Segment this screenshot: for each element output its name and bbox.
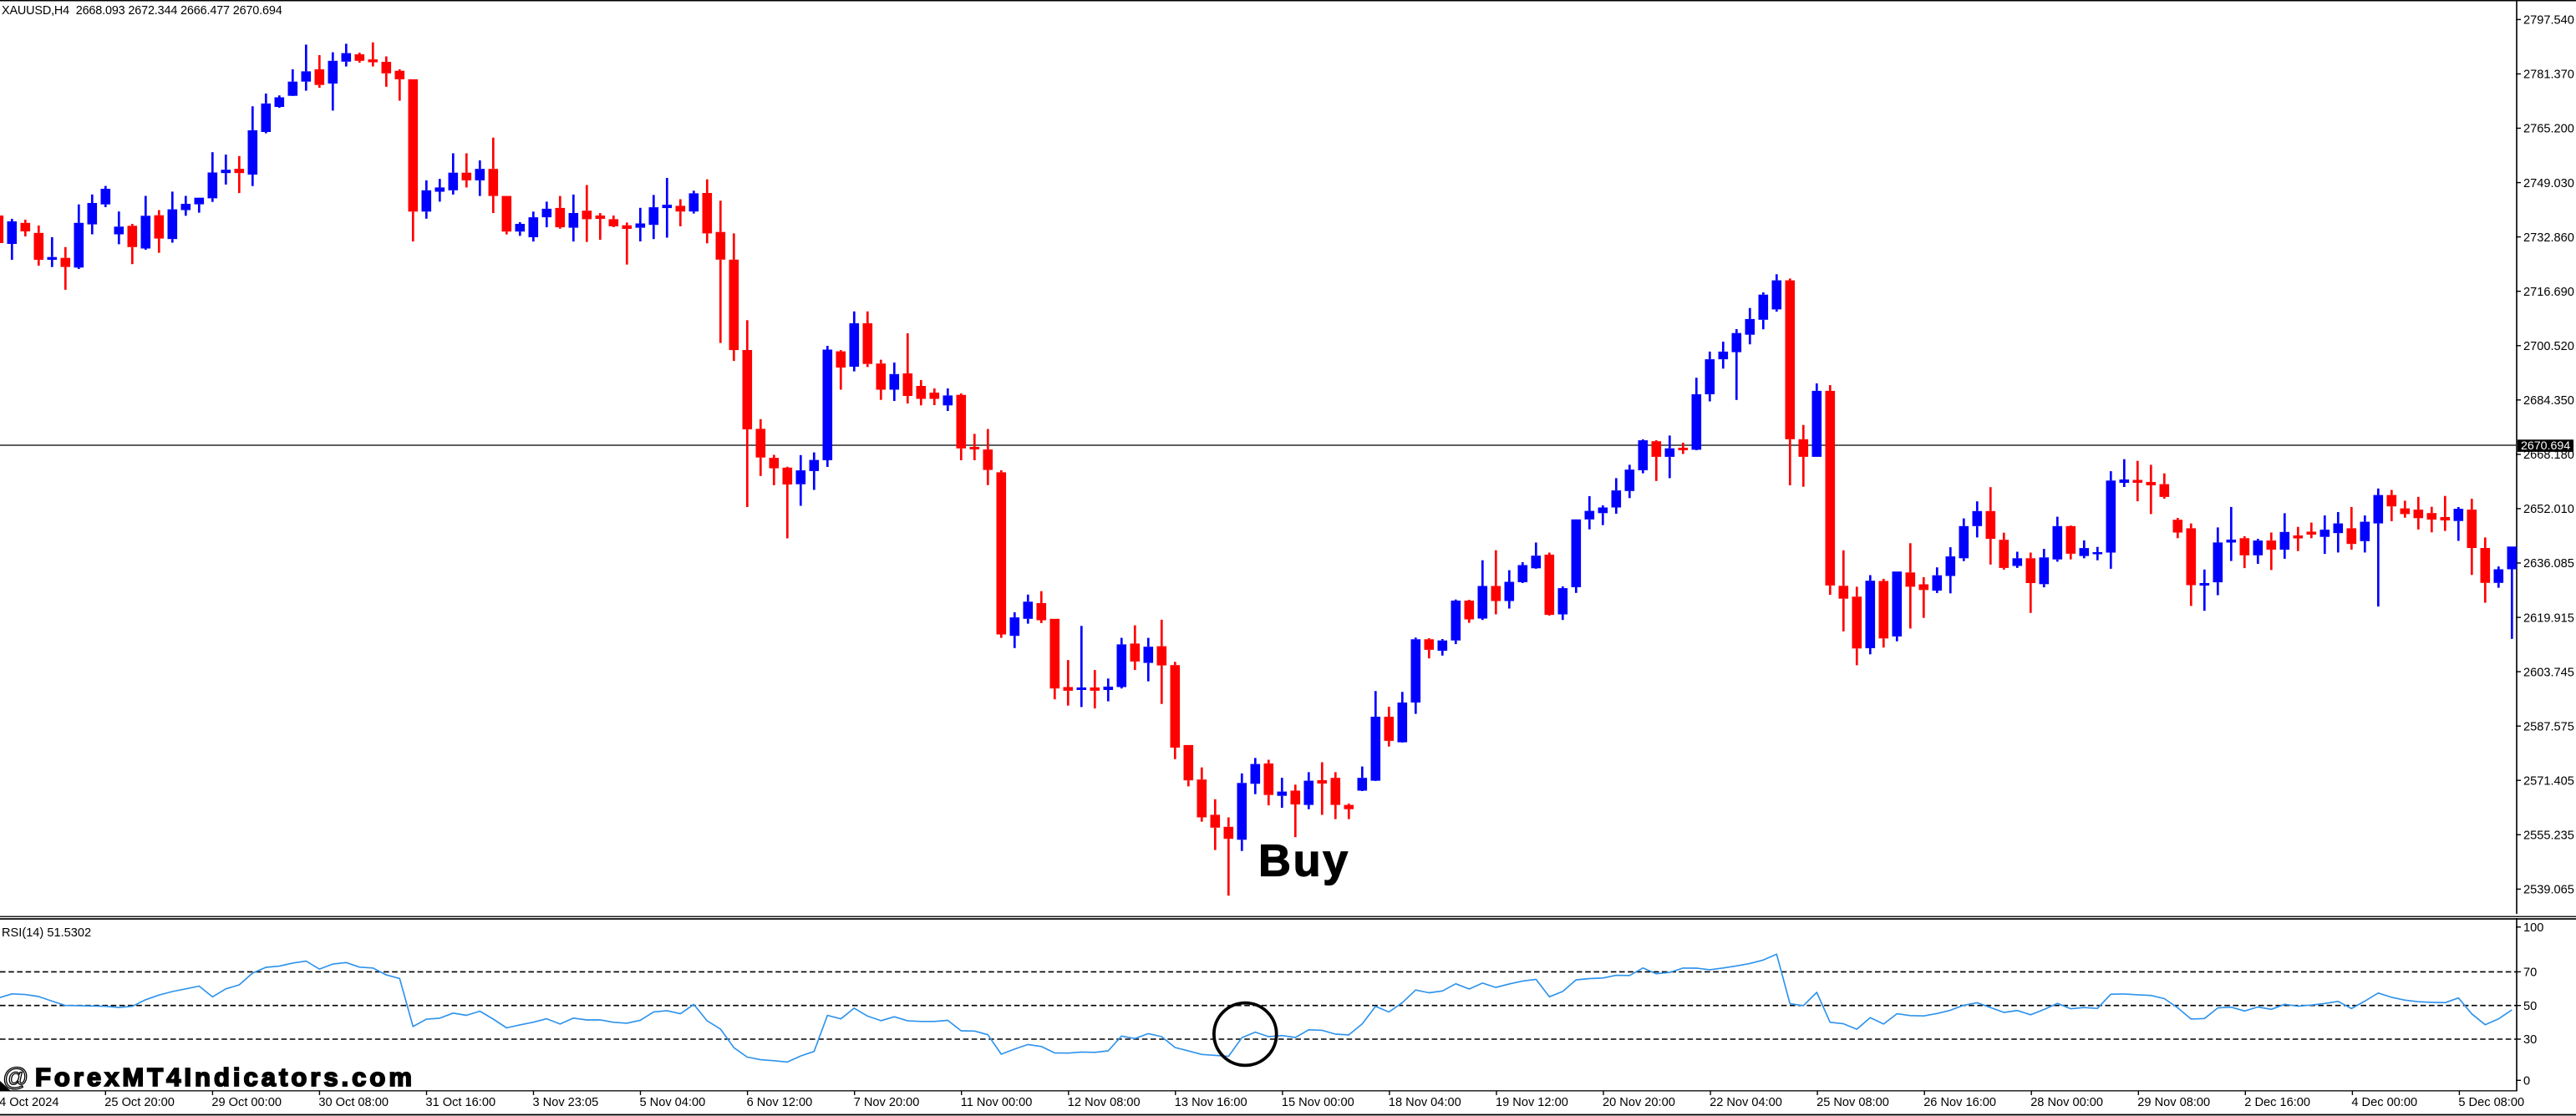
svg-text:@: @	[3, 1063, 28, 1092]
svg-text:2603.745: 2603.745	[2523, 666, 2574, 679]
svg-text:70: 70	[2523, 966, 2537, 980]
svg-text:50: 50	[2523, 1000, 2537, 1013]
svg-text:30: 30	[2523, 1033, 2537, 1047]
svg-text:0: 0	[2523, 1075, 2530, 1088]
svg-text:ForexMT4Indicators.com: ForexMT4Indicators.com	[35, 1063, 415, 1092]
svg-text:3 Nov 23:05: 3 Nov 23:05	[533, 1096, 599, 1109]
svg-text:Buy: Buy	[1258, 836, 1350, 886]
svg-text:31 Oct 16:00: 31 Oct 16:00	[426, 1096, 496, 1109]
svg-text:30 Oct 08:00: 30 Oct 08:00	[318, 1096, 389, 1109]
svg-text:2 Dec 16:00: 2 Dec 16:00	[2244, 1096, 2310, 1109]
svg-text:11 Nov 00:00: 11 Nov 00:00	[961, 1096, 1033, 1109]
svg-text:29 Oct 00:00: 29 Oct 00:00	[211, 1096, 282, 1109]
svg-text:25 Oct 20:00: 25 Oct 20:00	[104, 1096, 175, 1109]
svg-text:2571.405: 2571.405	[2523, 774, 2574, 788]
svg-text:2797.540: 2797.540	[2523, 14, 2574, 28]
svg-text:2781.370: 2781.370	[2523, 68, 2574, 82]
svg-text:5 Dec 08:00: 5 Dec 08:00	[2458, 1096, 2524, 1109]
svg-text:2652.010: 2652.010	[2523, 503, 2574, 516]
svg-text:5 Nov 04:00: 5 Nov 04:00	[640, 1096, 706, 1109]
svg-text:4 Dec 00:00: 4 Dec 00:00	[2351, 1096, 2417, 1109]
svg-text:2670.694: 2670.694	[2521, 439, 2570, 453]
svg-text:19 Nov 12:00: 19 Nov 12:00	[1496, 1096, 1568, 1109]
svg-text:18 Nov 04:00: 18 Nov 04:00	[1389, 1096, 1461, 1109]
svg-text:25 Nov 08:00: 25 Nov 08:00	[1816, 1096, 1889, 1109]
svg-text:2539.065: 2539.065	[2523, 884, 2574, 897]
svg-text:6 Nov 12:00: 6 Nov 12:00	[747, 1096, 813, 1109]
svg-text:7 Nov 20:00: 7 Nov 20:00	[854, 1096, 920, 1109]
svg-text:29 Nov 08:00: 29 Nov 08:00	[2137, 1096, 2210, 1109]
svg-text:20 Nov 20:00: 20 Nov 20:00	[1603, 1096, 1675, 1109]
svg-text:12 Nov 08:00: 12 Nov 08:00	[1068, 1096, 1141, 1109]
svg-text:13 Nov 16:00: 13 Nov 16:00	[1175, 1096, 1247, 1109]
svg-text:100: 100	[2523, 921, 2543, 935]
svg-text:2749.030: 2749.030	[2523, 177, 2574, 190]
svg-text:2619.915: 2619.915	[2523, 611, 2574, 625]
svg-text:24 Oct 2024: 24 Oct 2024	[0, 1096, 59, 1109]
svg-text:22 Nov 04:00: 22 Nov 04:00	[1710, 1096, 1782, 1109]
svg-text:2732.860: 2732.860	[2523, 231, 2574, 245]
svg-text:2555.235: 2555.235	[2523, 829, 2574, 843]
svg-text:15 Nov 00:00: 15 Nov 00:00	[1282, 1096, 1354, 1109]
svg-text:XAUUSD,H4 2668.093 2672.344 2: XAUUSD,H4 2668.093 2672.344 2666.477 267…	[2, 4, 282, 18]
svg-text:26 Nov 16:00: 26 Nov 16:00	[1923, 1096, 1996, 1109]
svg-text:2587.575: 2587.575	[2523, 720, 2574, 733]
svg-text:RSI(14) 51.5302: RSI(14) 51.5302	[2, 926, 91, 940]
svg-text:2700.520: 2700.520	[2523, 340, 2574, 353]
svg-text:2765.200: 2765.200	[2523, 123, 2574, 136]
svg-text:2636.085: 2636.085	[2523, 557, 2574, 571]
svg-text:28 Nov 00:00: 28 Nov 00:00	[2030, 1096, 2103, 1109]
svg-text:2684.350: 2684.350	[2523, 394, 2574, 408]
svg-text:2668.180: 2668.180	[2523, 449, 2574, 462]
svg-text:2716.690: 2716.690	[2523, 286, 2574, 299]
